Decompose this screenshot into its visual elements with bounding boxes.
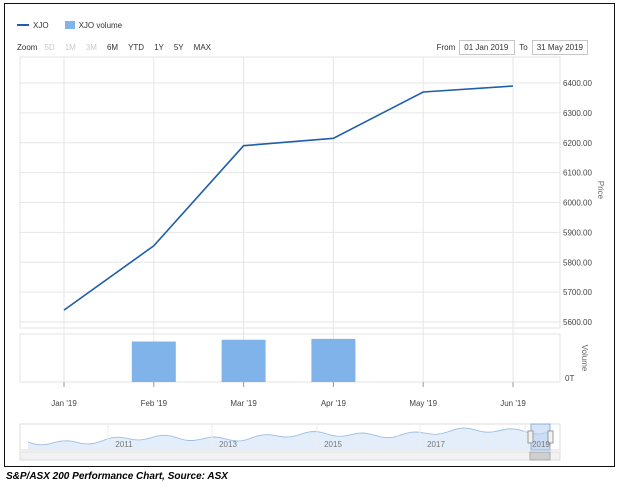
- zoom-label: Zoom: [17, 43, 38, 52]
- zoom-6m-button[interactable]: 6M: [106, 43, 119, 52]
- scrollbar-thumb[interactable]: [529, 451, 551, 461]
- price-axis-label: Price: [596, 181, 605, 200]
- zoom-5y-button[interactable]: 5Y: [173, 43, 184, 52]
- date-axis-ticks: Jan '19 Feb '19 Mar '19 Apr '19 May '19 Jun '…: [51, 382, 526, 408]
- zoom-1m-button[interactable]: 1M: [64, 43, 76, 52]
- legend: XJO XJO volume: [17, 18, 122, 32]
- y-tick-label: 6000.00: [563, 199, 592, 208]
- to-date-input[interactable]: 31 May 2019: [531, 40, 588, 55]
- x-tick-label: May '19: [409, 399, 437, 408]
- volume-bar: [221, 339, 266, 382]
- navigator-line: [27, 427, 551, 446]
- volume-axis-label: Volume: [580, 345, 589, 372]
- legend-volume-swatch: [64, 21, 75, 29]
- x-tick-label: Feb '19: [141, 399, 168, 408]
- legend-label-xjo: XJO: [33, 20, 49, 30]
- zoom-max-button[interactable]: MAX: [193, 43, 211, 52]
- x-tick-label: Apr '19: [321, 399, 347, 408]
- volume-bars: [131, 338, 356, 382]
- legend-line-swatch: [17, 24, 29, 26]
- legend-item-volume[interactable]: XJO volume: [64, 20, 123, 30]
- volume-bar: [311, 338, 356, 382]
- legend-item-xjo[interactable]: XJO: [17, 21, 49, 30]
- legend-label-volume: XJO volume: [78, 20, 123, 30]
- zoom-5d-button[interactable]: 5D: [44, 43, 55, 52]
- volume-axis-tick: 0T: [565, 374, 574, 383]
- y-tick-label: 6100.00: [563, 169, 592, 178]
- navigator-year-label: 2011: [115, 440, 133, 449]
- navigator-year-label: 2019: [532, 440, 550, 449]
- navigator-year-label: 2017: [427, 440, 445, 449]
- zoom-selector: Zoom 5D 1M 3M 6M YTD 1Y 5Y MAX: [17, 42, 214, 53]
- series-line-xjo: [63, 85, 514, 311]
- y-tick-label: 5900.00: [563, 228, 592, 237]
- zoom-1y-button[interactable]: 1Y: [154, 43, 164, 52]
- volume-pane-border: [19, 333, 561, 383]
- navigator-handle-right[interactable]: [547, 430, 554, 444]
- y-tick-label: 6300.00: [563, 109, 592, 118]
- y-tick-label: 5800.00: [563, 258, 592, 267]
- navigator-year-label: 2013: [219, 440, 237, 449]
- y-tick-label: 6200.00: [563, 139, 592, 148]
- vertical-gridlines: [19, 56, 561, 383]
- from-date-input[interactable]: 01 Jan 2019: [459, 40, 516, 55]
- from-label: From: [436, 43, 456, 52]
- navigator-handle-left[interactable]: [527, 430, 534, 444]
- zoom-ytd-button[interactable]: YTD: [128, 43, 145, 52]
- volume-bar: [131, 341, 176, 382]
- y-tick-label: 6400.00: [563, 79, 592, 88]
- navigator: 2011 2013 2015 2017 2019: [19, 423, 561, 461]
- navigator-year-label: 2015: [324, 440, 342, 449]
- price-axis-ticks: 5600.00 5700.00 5800.00 5900.00 6000.00 6100.…: [563, 79, 592, 327]
- chart-caption: S&P/ASX 200 Performance Chart, Source: A…: [6, 471, 228, 482]
- horizontal-gridlines: [20, 82, 560, 323]
- y-tick-label: 5600.00: [563, 318, 592, 327]
- price-pane-border: [19, 56, 561, 329]
- x-tick-label: Mar '19: [230, 399, 257, 408]
- date-range: From 01 Jan 2019 To 31 May 2019: [437, 40, 588, 55]
- x-tick-label: Jun '19: [500, 399, 526, 408]
- to-label: To: [519, 43, 528, 52]
- zoom-3m-button[interactable]: 3M: [85, 43, 97, 52]
- x-tick-label: Jan '19: [51, 399, 77, 408]
- navigator-scrollbar[interactable]: [19, 451, 561, 461]
- y-tick-label: 5700.00: [563, 288, 592, 297]
